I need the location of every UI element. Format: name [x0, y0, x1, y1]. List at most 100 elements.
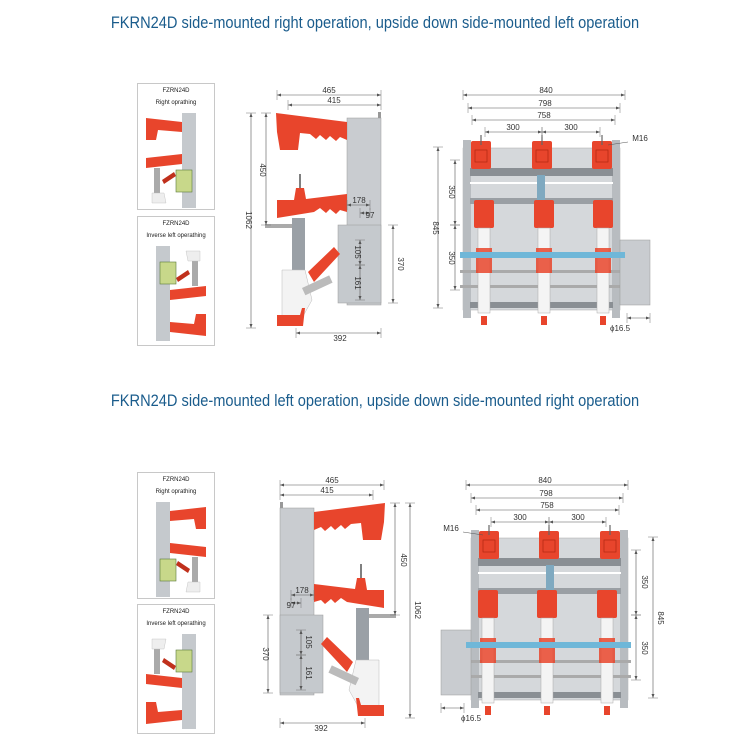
dim-178-label: 178: [295, 586, 309, 595]
fuse-holder: [281, 269, 313, 319]
insulator-detail: [482, 539, 496, 553]
upper-insulator: [471, 141, 491, 169]
mechanism-box: [279, 614, 324, 694]
upper-insulator: [276, 113, 347, 150]
diagonal-insulator: [321, 637, 353, 672]
upper-insulator: [539, 531, 559, 559]
lower-insulator: [597, 590, 617, 618]
thumbnail-equipment: [156, 502, 206, 597]
fuse-clamp: [536, 248, 552, 273]
thumb-holder: [151, 638, 167, 650]
fuse-clamp: [595, 248, 611, 273]
side-pipe: [265, 224, 292, 228]
fuse-tube: [356, 608, 369, 663]
dim-161-label: 161: [304, 666, 313, 680]
dim-798-label: 798: [538, 99, 552, 108]
lower-insulator: [534, 200, 554, 228]
dim-105-label: 105: [353, 245, 362, 259]
upper-insulator: [600, 531, 620, 559]
m16-leader: [462, 531, 484, 536]
fuse-tube: [292, 218, 305, 273]
right-rail: [471, 530, 479, 708]
fuse-clamp: [476, 248, 492, 273]
phi-16-5-label: ϕ16.5: [461, 714, 482, 723]
m16-label: M16: [443, 524, 459, 533]
fuse-clamp: [599, 638, 615, 663]
fuse-tip: [604, 706, 610, 715]
fuse-tip: [541, 316, 547, 325]
lower-insulator: [593, 200, 613, 228]
dim-840-label: 840: [538, 476, 552, 485]
insulator-detail: [542, 539, 556, 553]
insulator-detail: [595, 149, 609, 163]
fuse-clamp: [539, 638, 555, 663]
drawing-shapes: [440, 480, 658, 715]
upper-insulator: [532, 141, 552, 169]
thumb-holder: [185, 250, 201, 262]
thumbnail-shapes: [146, 113, 196, 208]
dim-97-label: 97: [366, 211, 375, 220]
dim-370-label: 370: [261, 647, 270, 661]
thumb-mechanism: [159, 558, 177, 582]
thumb-middle-insulator: [170, 543, 206, 557]
upper-bar: [478, 558, 621, 566]
interlock-rod: [537, 175, 545, 220]
interlock-rod: [546, 565, 554, 610]
thumb-diagonal-insulator: [162, 172, 176, 184]
operating-bracket: [440, 629, 472, 696]
dim-415-label: 415: [327, 96, 341, 105]
thumbnail-model: FZRN24D: [162, 221, 190, 227]
thumb-tube: [154, 168, 160, 193]
dim-350-upper-label: 350: [447, 185, 456, 199]
dim-465-label: 465: [322, 86, 336, 95]
dim-300-left-label: 300: [571, 513, 585, 522]
side-pipe: [369, 614, 396, 618]
drawing-shapes: [246, 90, 398, 338]
thumb-tube: [192, 557, 198, 582]
lower-insulator: [474, 200, 494, 228]
dim-798-label: 798: [539, 489, 553, 498]
fuse-tip: [600, 316, 606, 325]
thumb-upper-insulator: [170, 314, 206, 336]
dim-845-label: 845: [431, 221, 440, 235]
thumbnail-equipment: [156, 246, 206, 341]
thumb-panel: [156, 246, 170, 341]
thumbnail-shapes: [156, 246, 206, 341]
middle-insulator: [314, 578, 384, 608]
lower-insulator: [537, 590, 557, 618]
insulator-detail: [603, 539, 617, 553]
thumbnail-equipment: [146, 634, 196, 729]
dim-465-label: 465: [325, 476, 339, 485]
operating-link: [302, 275, 333, 296]
section-1-title: FKRN24D side-mounted right operation, up…: [110, 13, 640, 32]
thumbnail-caption: Inverse left operathing: [146, 233, 206, 239]
dim-300-right-label: 300: [513, 513, 527, 522]
fuse-holder: [348, 659, 380, 709]
thumb-mechanism: [159, 261, 177, 285]
dim-97-arrows: [360, 211, 370, 215]
thumb-diagonal-insulator: [176, 561, 190, 573]
earth-arm: [277, 308, 305, 326]
thumb-middle-insulator: [170, 286, 206, 300]
thumbnail-shapes: [146, 634, 196, 729]
thumb-upper-insulator: [146, 118, 182, 140]
dim-350-upper-label: 350: [640, 575, 649, 589]
thumbnail-right-operating: FZRN24D Right oprathing: [137, 83, 215, 210]
dim-758-label: 758: [540, 501, 554, 510]
dim-392-label: 392: [314, 724, 328, 733]
upper-insulator: [314, 503, 385, 540]
section-2-title: FKRN24D side-mounted left operation, ups…: [110, 391, 640, 410]
thumbnail-equipment: [146, 113, 196, 208]
thumb-holder: [151, 192, 167, 204]
middle-insulator: [277, 188, 347, 218]
thumb-middle-insulator: [146, 674, 182, 688]
thumb-panel: [182, 113, 196, 208]
thumbnail-caption: Right oprathing: [155, 100, 197, 106]
thumbnail-caption: Right oprathing: [155, 489, 197, 495]
fuse-clamp: [480, 638, 496, 663]
thumbnail-right-operating: FZRN24D Right oprathing: [137, 472, 215, 599]
dim-845-label: 845: [656, 611, 665, 625]
fuse-tip: [485, 706, 491, 715]
left-rail: [463, 140, 471, 318]
